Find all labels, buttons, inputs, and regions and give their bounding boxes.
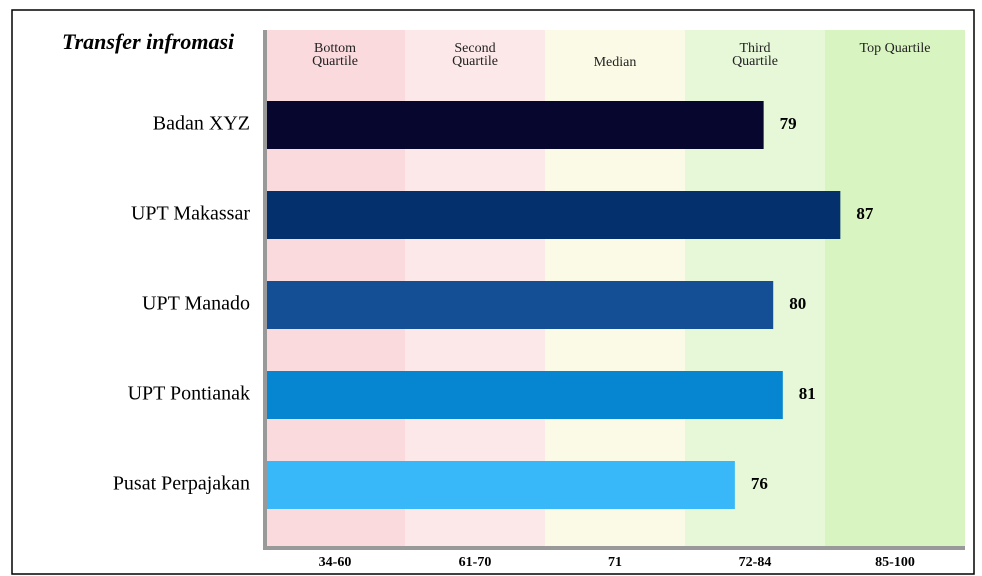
value-label: 79 — [780, 114, 797, 133]
band-range: 61-70 — [459, 555, 492, 570]
value-label: 76 — [751, 474, 768, 493]
category-label: UPT Makassar — [131, 203, 250, 225]
band-name: Third Quartile — [732, 41, 778, 69]
chart-title: Transfer infromasi — [62, 29, 235, 54]
band-name: Bottom Quartile — [312, 41, 358, 69]
bar — [267, 371, 783, 419]
band — [825, 30, 965, 548]
category-label: Pusat Perpajakan — [113, 473, 250, 495]
band-name: Second Quartile — [452, 41, 498, 69]
category-label: UPT Pontianak — [128, 383, 250, 405]
frame — [11, 9, 975, 575]
band-range: 71 — [608, 555, 622, 570]
band-name: Median — [593, 55, 637, 70]
bar — [267, 281, 774, 329]
value-label: 81 — [799, 384, 816, 403]
bar — [267, 461, 735, 509]
band-range: 85-100 — [875, 555, 915, 570]
value-label: 87 — [856, 204, 874, 223]
category-label: Badan XYZ — [153, 113, 250, 135]
band-range: 34-60 — [319, 555, 352, 570]
bar — [267, 101, 764, 149]
value-label: 80 — [789, 294, 806, 313]
category-label: UPT Manado — [142, 293, 250, 315]
band-name: Top Quartile — [859, 41, 931, 56]
band-range: 72-84 — [739, 555, 772, 570]
bar — [267, 191, 841, 239]
